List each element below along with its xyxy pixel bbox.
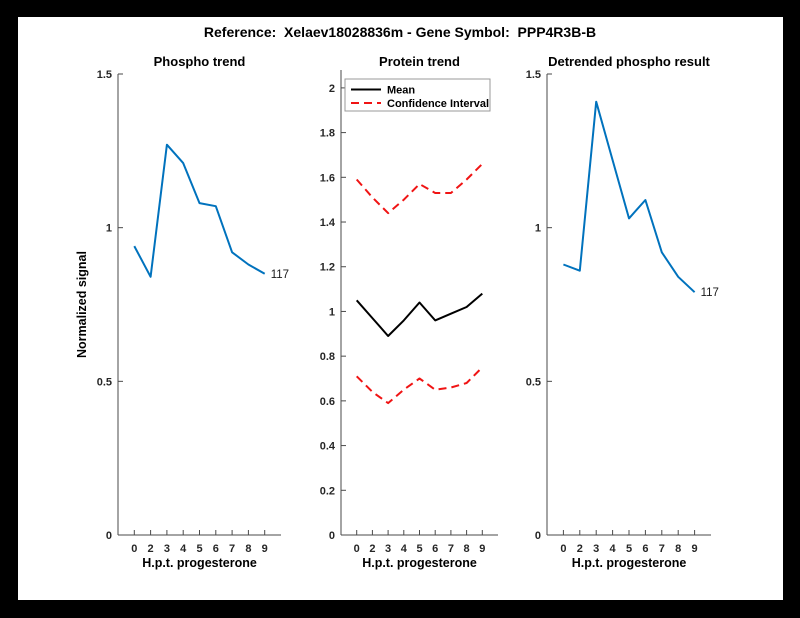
y-tick-label: 2 [329,83,335,95]
x-tick-label: 2 [577,543,583,555]
subplot-title: Detrended phospho result [548,54,710,69]
y-tick-label: 0.8 [320,351,335,363]
series-end-label: 117 [701,287,719,299]
x-tick-label: 6 [432,543,438,555]
x-tick-label: 7 [229,543,235,555]
x-tick-label: 7 [659,543,665,555]
figure-title: Reference: Xelaev18028836m - Gene Symbol… [204,24,596,40]
x-tick-label: 9 [479,543,485,555]
x-tick-label: 5 [626,543,632,555]
y-tick-label: 0.2 [320,485,335,497]
x-tick-label: 3 [385,543,391,555]
figure-canvas [18,17,783,600]
y-tick-label: 0.6 [320,396,335,408]
y-tick-label: 1 [329,306,335,318]
x-tick-label: 8 [245,543,251,555]
x-tick-label: 5 [196,543,202,555]
x-tick-label: 4 [610,543,617,555]
x-tick-label: 3 [164,543,170,555]
y-axis-label: Normalized signal [75,251,89,358]
legend-label: Mean [387,85,415,97]
legend-box [344,78,491,112]
y-tick-label: 1.2 [320,262,335,274]
x-tick-label: 6 [213,543,219,555]
y-tick-label: 0 [535,530,541,542]
x-tick-label: 8 [464,543,470,555]
x-tick-label: 4 [180,543,187,555]
x-tick-label: 5 [416,543,422,555]
subplot-title: Protein trend [379,54,460,69]
x-tick-label: 6 [642,543,648,555]
y-tick-label: 1.5 [526,69,541,81]
subplot-2: 00.20.40.60.811.21.41.61.820 2 3 4 5 6 7 8 9Prot… [320,54,498,570]
y-tick-label: 1.4 [320,217,336,229]
x-axis-label: H.p.t. progesterone [142,556,257,570]
y-tick-label: 0 [106,530,112,542]
x-tick-label: 9 [692,543,698,555]
y-tick-label: 0.5 [526,376,541,388]
y-tick-label: 1 [106,223,112,235]
x-tick-label: 2 [148,543,154,555]
legend-label: Confidence Interval [387,98,489,110]
y-tick-label: 0.5 [97,376,112,388]
series-line-detrended-phospho [563,100,696,293]
series-line-ci-lower [355,366,484,405]
y-tick-label: 1.5 [97,69,112,81]
y-tick-label: 0.4 [320,441,336,453]
y-tick-label: 1.6 [320,172,335,184]
subplot-title: Phospho trend [154,54,246,69]
series-line-ci-upper [355,163,484,215]
y-tick-label: 1 [535,223,541,235]
series-line-phospho [133,143,266,278]
y-tick-label: 0 [329,530,335,542]
x-tick-label: 0 [131,543,137,555]
x-tick-label: 7 [448,543,454,555]
x-tick-label: 0 [560,543,566,555]
x-tick-label: 3 [593,543,599,555]
x-axis-label: H.p.t. progesterone [572,556,687,570]
series-end-label: 117 [271,269,289,281]
x-tick-label: 0 [354,543,360,555]
y-tick-label: 1.8 [320,128,335,140]
x-tick-label: 2 [369,543,375,555]
x-tick-label: 8 [675,543,681,555]
x-axis-label: H.p.t. progesterone [362,556,477,570]
series-line-mean [355,292,483,337]
x-tick-label: 4 [401,543,408,555]
x-tick-label: 9 [262,543,268,555]
